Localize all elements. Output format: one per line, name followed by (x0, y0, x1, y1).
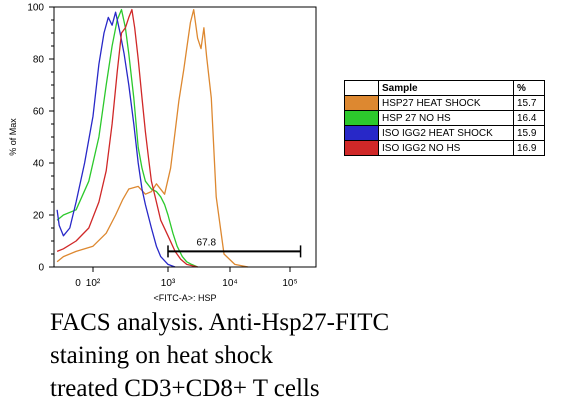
legend-sample-name: ISO IGG2 NO HS (378, 140, 514, 156)
series-line-hsp27-heat-shock (56, 8, 249, 268)
series-line-hsp-27-no-hs (56, 8, 198, 268)
legend-swatch (344, 140, 379, 156)
legend-swatch (344, 125, 379, 141)
series-layer (56, 8, 249, 268)
legend-row: HSP27 HEAT SHOCK 15.7 (344, 95, 545, 111)
x-tick-label: 10⁵ (282, 278, 297, 289)
legend-percent: 15.9 (513, 125, 545, 141)
legend-table: Sample % HSP27 HEAT SHOCK 15.7 HSP 27 NO H… (344, 80, 545, 156)
legend-row: ISO IGG2 NO HS 16.9 (344, 140, 545, 156)
y-tick-label: 0 (38, 263, 44, 274)
caption-line-1: FACS analysis. Anti-Hsp27-FITC (50, 309, 390, 336)
x-tick-label: 0 (75, 278, 81, 289)
x-axis-label: <FITC-A>: HSP (153, 293, 216, 303)
x-tick-labels: 0 10² 10³ 10⁴ 10⁵ (75, 267, 298, 289)
y-tick-labels: 0 20 40 60 80 100 (27, 3, 54, 274)
y-tick-label: 20 (33, 211, 45, 222)
x-tick-label: 10² (86, 278, 101, 289)
figure-caption: FACS analysis. Anti-Hsp27-FITC staining … (50, 306, 389, 405)
legend-header-blank (344, 80, 379, 96)
plot-frame (53, 6, 317, 268)
legend-sample-name: HSP 27 NO HS (378, 110, 514, 126)
legend-sample-name: ISO IGG2 HEAT SHOCK (378, 125, 514, 141)
x-tick-label: 10⁴ (222, 278, 237, 289)
y-tick-label: 100 (27, 3, 44, 14)
x-tick-label: 10³ (161, 278, 176, 289)
legend-swatch (344, 110, 379, 126)
caption-line-3: treated CD3+CD8+ T cells (50, 375, 320, 402)
legend-swatch (344, 95, 379, 111)
legend-row: ISO IGG2 HEAT SHOCK 15.9 (344, 125, 545, 141)
y-tick-label: 80 (33, 55, 45, 66)
legend-header-row: Sample % (344, 80, 545, 96)
legend-percent: 16.9 (513, 140, 545, 156)
caption-line-2: staining on heat shock (50, 342, 273, 369)
legend-sample-name: HSP27 HEAT SHOCK (378, 95, 514, 111)
gate: 67.8 (167, 237, 302, 258)
legend-percent: 15.7 (513, 95, 545, 111)
legend-percent: 16.4 (513, 110, 545, 126)
series-line-iso-igg2-heat-shock (56, 11, 176, 268)
legend-header-percent: % (513, 80, 545, 96)
facs-histogram: 0 20 40 60 80 100 0 10² 10³ 10⁴ 10⁵ 67.8 % of Max… (8, 3, 317, 303)
gate-label: 67.8 (197, 237, 217, 248)
legend-row: HSP 27 NO HS 16.4 (344, 110, 545, 126)
y-tick-label: 40 (33, 159, 45, 170)
y-axis-label: % of Max (8, 118, 18, 156)
y-tick-label: 60 (33, 107, 45, 118)
series-line-iso-igg2-no-hs (56, 8, 198, 268)
legend-header-sample: Sample (378, 80, 514, 96)
